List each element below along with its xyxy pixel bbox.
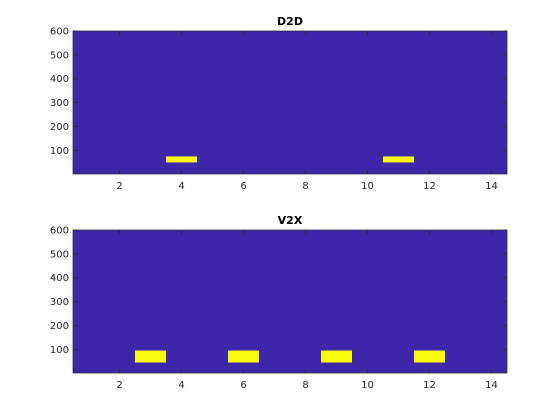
v2x-y-tick-label: 600 — [50, 226, 69, 237]
d2d-segment-1 — [166, 156, 197, 163]
v2x-x-tick-label: 8 — [302, 380, 308, 391]
d2d-plot-title: D2D — [277, 15, 303, 28]
d2d-y-tick-label: 400 — [50, 74, 69, 85]
v2x-heatmap-background — [73, 230, 507, 373]
d2d-y-tick-label: 600 — [50, 27, 69, 38]
d2d-plot-panel: 2 4 6 8 10 12 14 100 200 300 400 500 600 D2D — [50, 15, 508, 192]
d2d-x-tick-label: 14 — [485, 181, 498, 192]
v2x-y-tick-label: 400 — [50, 273, 69, 284]
v2x-x-tick-label: 12 — [423, 380, 436, 391]
v2x-y-tick-label: 500 — [50, 249, 69, 260]
d2d-y-tick-label: 300 — [50, 98, 69, 109]
d2d-y-tick-label: 200 — [50, 122, 69, 133]
d2d-x-tick-label: 12 — [423, 181, 436, 192]
v2x-x-tick-label: 10 — [361, 380, 374, 391]
v2x-segment-2 — [228, 350, 259, 363]
v2x-y-tick-label: 100 — [50, 345, 69, 356]
v2x-y-tick-label: 300 — [50, 297, 69, 308]
d2d-x-tick-label: 2 — [116, 181, 122, 192]
d2d-heatmap-background — [73, 31, 507, 174]
v2x-x-tick-label: 14 — [485, 380, 498, 391]
v2x-x-tick-label: 4 — [178, 380, 184, 391]
v2x-segment-3 — [321, 350, 352, 363]
d2d-y-tick-label: 500 — [50, 50, 69, 61]
v2x-plot-title: V2X — [278, 214, 303, 227]
d2d-x-tick-label: 8 — [302, 181, 308, 192]
d2d-x-tick-label: 6 — [240, 181, 246, 192]
v2x-plot-panel: 2 4 6 8 10 12 14 100 200 300 400 500 600 V2X — [50, 214, 508, 391]
d2d-x-tick-label: 4 — [178, 181, 184, 192]
d2d-x-tick-label: 10 — [361, 181, 374, 192]
v2x-x-tick-label: 2 — [116, 380, 122, 391]
d2d-segment-2 — [383, 156, 414, 163]
v2x-segment-1 — [135, 350, 166, 363]
v2x-segment-4 — [414, 350, 445, 363]
v2x-y-tick-label: 200 — [50, 321, 69, 332]
v2x-x-tick-label: 6 — [240, 380, 246, 391]
d2d-y-tick-label: 100 — [50, 146, 69, 157]
